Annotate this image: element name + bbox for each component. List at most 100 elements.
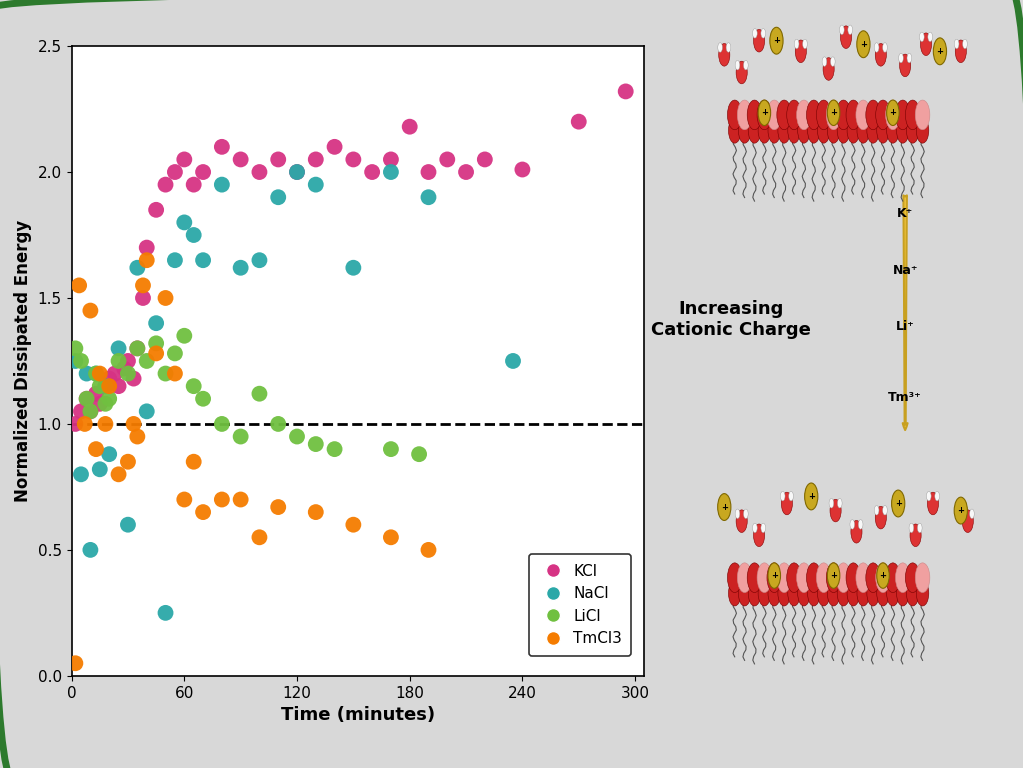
- Text: K⁺: K⁺: [897, 207, 914, 220]
- Point: [195, 392, 212, 405]
- Point: [504, 355, 521, 367]
- Point: [73, 355, 89, 367]
- Point: [288, 166, 305, 178]
- Point: [252, 166, 268, 178]
- Circle shape: [850, 520, 854, 529]
- Text: +: +: [958, 506, 965, 515]
- Text: +: +: [895, 499, 901, 508]
- Circle shape: [857, 118, 870, 143]
- Point: [618, 85, 634, 98]
- Point: [383, 154, 399, 166]
- Circle shape: [727, 563, 742, 593]
- Point: [82, 406, 98, 418]
- Point: [129, 343, 145, 355]
- Point: [138, 241, 154, 253]
- Circle shape: [933, 38, 946, 65]
- Point: [68, 343, 84, 355]
- Circle shape: [831, 57, 835, 66]
- X-axis label: Time (minutes): Time (minutes): [281, 706, 435, 724]
- Circle shape: [920, 32, 924, 41]
- Point: [364, 166, 381, 178]
- Circle shape: [857, 581, 870, 606]
- Point: [167, 347, 183, 359]
- Circle shape: [898, 53, 903, 63]
- Circle shape: [895, 563, 910, 593]
- Circle shape: [928, 32, 933, 41]
- Circle shape: [718, 43, 722, 52]
- Circle shape: [788, 118, 800, 143]
- Circle shape: [726, 43, 730, 52]
- Circle shape: [827, 100, 841, 130]
- Point: [185, 229, 202, 241]
- Point: [288, 430, 305, 442]
- Circle shape: [747, 100, 762, 130]
- Circle shape: [806, 100, 821, 130]
- Point: [185, 380, 202, 392]
- Circle shape: [803, 39, 807, 48]
- Point: [148, 337, 165, 349]
- Point: [232, 493, 249, 505]
- Point: [82, 544, 98, 556]
- Text: Na⁺: Na⁺: [892, 264, 918, 276]
- Circle shape: [806, 563, 821, 593]
- Circle shape: [816, 563, 831, 593]
- Text: +: +: [773, 36, 780, 45]
- Circle shape: [767, 100, 782, 130]
- Point: [82, 406, 98, 418]
- Point: [97, 398, 114, 410]
- Text: Increasing
Cationic Charge: Increasing Cationic Charge: [652, 300, 811, 339]
- Circle shape: [787, 563, 801, 593]
- Circle shape: [856, 100, 871, 130]
- Circle shape: [797, 100, 811, 130]
- Circle shape: [807, 118, 820, 143]
- Point: [120, 367, 136, 379]
- Point: [101, 380, 118, 392]
- Circle shape: [906, 581, 919, 606]
- Circle shape: [896, 581, 909, 606]
- Point: [420, 544, 437, 556]
- Circle shape: [840, 25, 844, 35]
- Circle shape: [768, 563, 781, 588]
- Circle shape: [851, 521, 862, 543]
- Circle shape: [781, 492, 785, 501]
- Point: [68, 355, 84, 367]
- Circle shape: [876, 506, 886, 529]
- Circle shape: [935, 492, 939, 501]
- Point: [326, 443, 343, 455]
- Point: [195, 506, 212, 518]
- Circle shape: [917, 118, 929, 143]
- Point: [232, 154, 249, 166]
- Circle shape: [828, 581, 840, 606]
- Circle shape: [737, 510, 747, 532]
- Circle shape: [886, 563, 900, 593]
- Point: [68, 418, 84, 430]
- Point: [148, 317, 165, 329]
- Circle shape: [927, 492, 931, 501]
- Circle shape: [896, 118, 909, 143]
- Text: +: +: [880, 571, 887, 580]
- Point: [110, 468, 127, 481]
- Circle shape: [789, 492, 794, 501]
- Text: +: +: [770, 571, 777, 580]
- Circle shape: [962, 509, 966, 518]
- Point: [101, 392, 118, 405]
- Point: [420, 191, 437, 204]
- Point: [411, 448, 428, 460]
- Circle shape: [875, 505, 879, 515]
- Point: [138, 406, 154, 418]
- Circle shape: [917, 581, 929, 606]
- Point: [126, 418, 142, 430]
- Circle shape: [748, 118, 761, 143]
- Circle shape: [916, 100, 930, 130]
- Circle shape: [892, 490, 904, 517]
- Point: [129, 343, 145, 355]
- Point: [214, 141, 230, 153]
- Point: [420, 166, 437, 178]
- Circle shape: [883, 505, 887, 515]
- Point: [571, 115, 587, 127]
- Point: [383, 531, 399, 544]
- Point: [88, 367, 104, 379]
- Circle shape: [865, 100, 881, 130]
- Circle shape: [905, 563, 920, 593]
- Circle shape: [757, 100, 771, 130]
